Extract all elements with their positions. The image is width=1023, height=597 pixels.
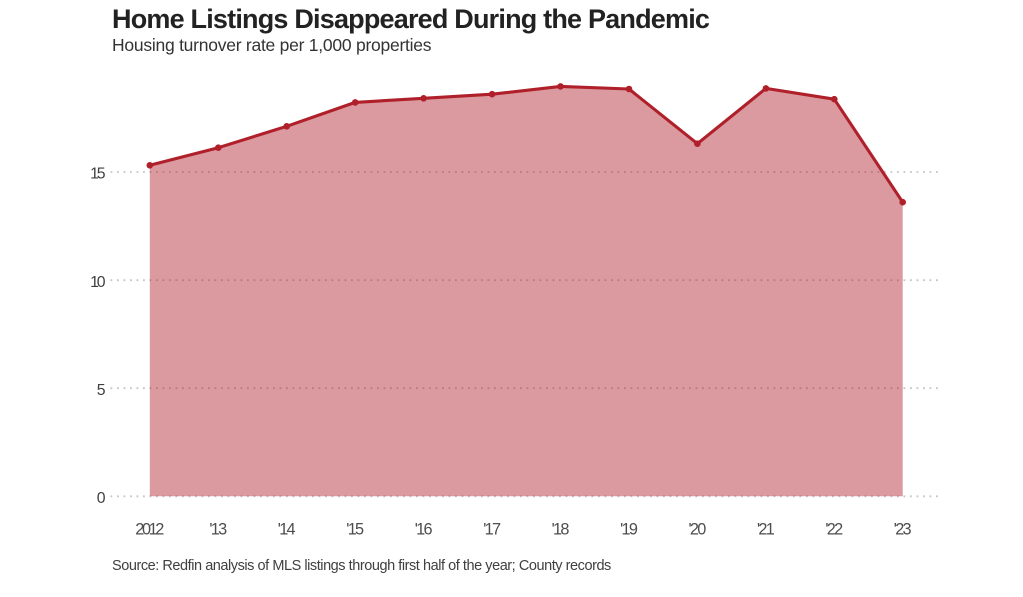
svg-text:'21: '21	[757, 521, 775, 539]
svg-text:'14: '14	[278, 521, 296, 539]
svg-text:'18: '18	[552, 521, 570, 539]
svg-text:5: 5	[97, 382, 106, 399]
svg-text:'13: '13	[209, 521, 227, 539]
svg-text:0: 0	[97, 490, 106, 507]
svg-text:15: 15	[90, 166, 106, 183]
svg-text:'19: '19	[620, 521, 638, 539]
svg-text:'16: '16	[415, 521, 433, 539]
svg-text:2012: 2012	[135, 521, 164, 539]
svg-text:'22: '22	[825, 521, 843, 539]
svg-text:'15: '15	[346, 521, 364, 539]
svg-text:'23: '23	[894, 521, 912, 539]
svg-text:10: 10	[90, 274, 106, 291]
svg-text:'17: '17	[483, 521, 501, 539]
svg-text:'20: '20	[689, 521, 707, 539]
